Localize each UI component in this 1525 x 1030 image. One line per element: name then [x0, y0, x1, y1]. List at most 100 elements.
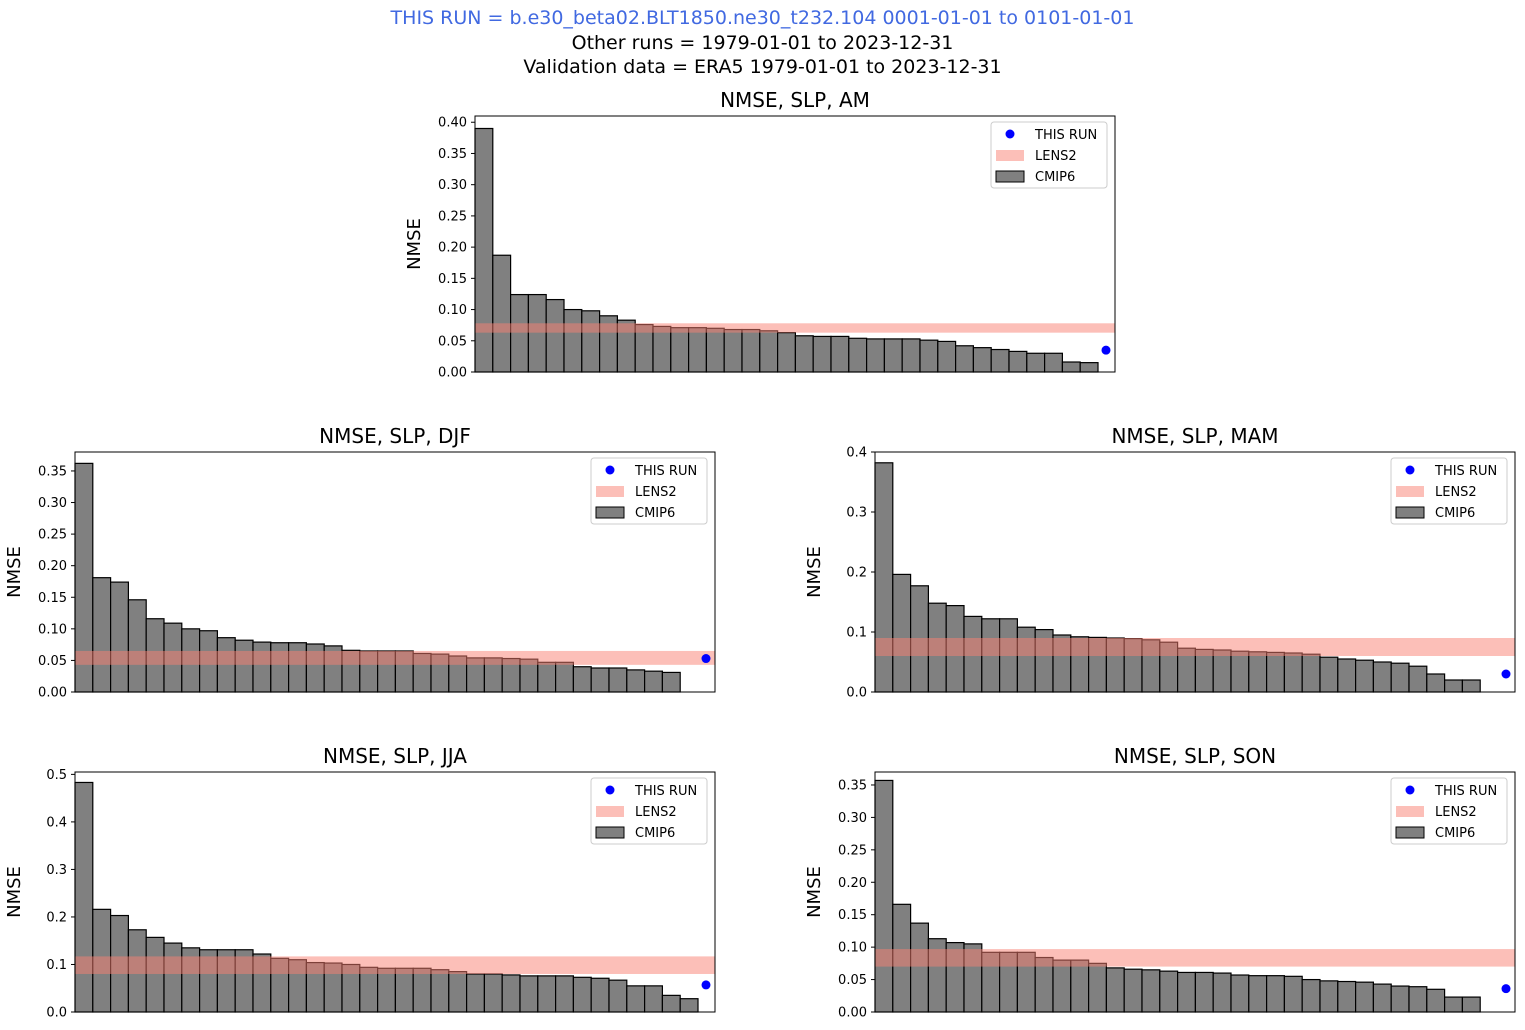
legend: THIS RUN LENS2 CMIP6 [1390, 777, 1508, 845]
this-run-point [1101, 345, 1111, 355]
cmip6-bar [1105, 967, 1125, 1013]
legend-label: THIS RUN [1434, 784, 1497, 799]
cmip6-bar [608, 667, 628, 693]
cmip6-bar [1301, 978, 1321, 1013]
lens2-band [875, 638, 1515, 656]
y-tick-label: 0.25 [838, 843, 867, 858]
cmip6-bar [1372, 661, 1392, 693]
cmip6-bar [554, 975, 574, 1013]
chart-title: NMSE, SLP, JJA [323, 744, 467, 768]
plot-frame [874, 771, 1516, 1013]
chart-title: NMSE, SLP, SON [1114, 744, 1276, 768]
cmip6-bar [1265, 651, 1285, 693]
cmip6-bar [874, 779, 894, 1013]
cmip6-bar [1461, 996, 1481, 1013]
legend: THIS RUN LENS2 CMIP6 [990, 121, 1108, 189]
cmip6-bar [270, 642, 290, 693]
y-tick-label: 0.35 [438, 147, 467, 162]
cmip6-bar [1194, 971, 1214, 1013]
chart-panel-3: NMSE, SLP, MAM NMSE 0.0 0.1 0.2 0.3 0.4 THIS RU… [804, 424, 1516, 701]
cmip6-bar [359, 966, 379, 1013]
y-tick-label: 0.3 [46, 863, 67, 878]
legend-label: CMIP6 [635, 506, 675, 521]
legend-this-run-marker [1005, 129, 1015, 139]
cmip6-bar [1079, 362, 1099, 373]
y-tick-label: 0.00 [438, 366, 467, 381]
legend: THIS RUN LENS2 CMIP6 [1390, 457, 1508, 525]
cmip6-bar [972, 347, 992, 373]
legend-label: LENS2 [635, 485, 677, 500]
cmip6-bar [492, 254, 512, 373]
y-tick-label: 0.2 [46, 910, 67, 925]
this-run-point [1501, 984, 1511, 994]
legend-lens2-swatch [1396, 486, 1424, 497]
cmip6-bar [545, 298, 565, 373]
y-tick-label: 0.0 [46, 1006, 67, 1021]
cmip6-bar [1443, 679, 1463, 693]
y-tick-label: 0.20 [38, 559, 67, 574]
y-tick-label: 0.5 [46, 768, 67, 783]
cmip6-bar [1026, 352, 1046, 373]
cmip6-bar [394, 967, 414, 1013]
cmip6-bar [865, 338, 885, 373]
cmip6-bar [670, 327, 690, 373]
cmip6-bar [412, 967, 432, 1013]
cmip6-bar [1283, 652, 1303, 693]
y-axis-label: NMSE [804, 546, 825, 598]
cmip6-bar [163, 942, 183, 1013]
cmip6-bar [145, 936, 165, 1013]
cmip6-bar [474, 127, 494, 373]
legend-label: LENS2 [635, 805, 677, 820]
cmip6-bar [1337, 980, 1357, 1013]
chart-title: NMSE, SLP, MAM [1111, 424, 1278, 448]
cmip6-bar [1461, 679, 1481, 693]
cmip6-bar [661, 671, 681, 693]
cmip6-bar [776, 332, 796, 373]
cmip6-bar [874, 462, 894, 693]
cmip6-bar [1337, 658, 1357, 693]
cmip6-bar [288, 642, 308, 693]
cmip6-bar [590, 667, 610, 693]
cmip6-bar [1390, 662, 1410, 693]
cmip6-bar [1123, 968, 1143, 1013]
cmip6-bar [1176, 971, 1196, 1013]
legend-label: LENS2 [1435, 485, 1477, 500]
lens2-band [75, 650, 715, 665]
legend-lens2-swatch [1396, 806, 1424, 817]
y-tick-label: 0.1 [846, 626, 867, 641]
cmip6-bar [590, 977, 610, 1013]
legend-lens2-swatch [996, 150, 1024, 161]
cmip6-bar [759, 330, 779, 373]
cmip6-bar [1061, 361, 1081, 373]
cmip6-bar [1230, 650, 1250, 693]
cmip6-bar [626, 985, 646, 1013]
cmip6-bar [109, 581, 129, 693]
cmip6-bar [937, 340, 957, 373]
cmip6-bar [483, 973, 503, 1013]
this-run-point [701, 980, 711, 990]
y-tick-label: 0.10 [838, 941, 867, 956]
y-tick-label: 0.0 [846, 686, 867, 701]
cmip6-bar [501, 974, 521, 1013]
cmip6-bar [537, 661, 557, 693]
cmip6-bar [661, 994, 681, 1013]
legend-this-run-marker [1405, 785, 1415, 795]
cmip6-bar [892, 573, 912, 693]
cmip6-bar [990, 348, 1010, 373]
chart-title: NMSE, SLP, AM [720, 88, 870, 112]
cmip6-bar [74, 781, 94, 1013]
cmip6-bar [572, 666, 592, 693]
plot-frame [74, 771, 716, 1013]
cmip6-bar [1283, 975, 1303, 1013]
cmip6-bar [377, 967, 397, 1013]
lens2-band [475, 323, 1115, 333]
cmip6-bar [812, 335, 832, 373]
y-tick-label: 0.1 [46, 958, 67, 973]
cmip6-bar [652, 325, 672, 373]
cmip6-bar [643, 985, 663, 1013]
y-tick-label: 0.20 [838, 876, 867, 891]
cmip6-bar [1408, 986, 1428, 1013]
cmip6-bar [1008, 350, 1028, 373]
cmip6-bar [687, 327, 707, 373]
